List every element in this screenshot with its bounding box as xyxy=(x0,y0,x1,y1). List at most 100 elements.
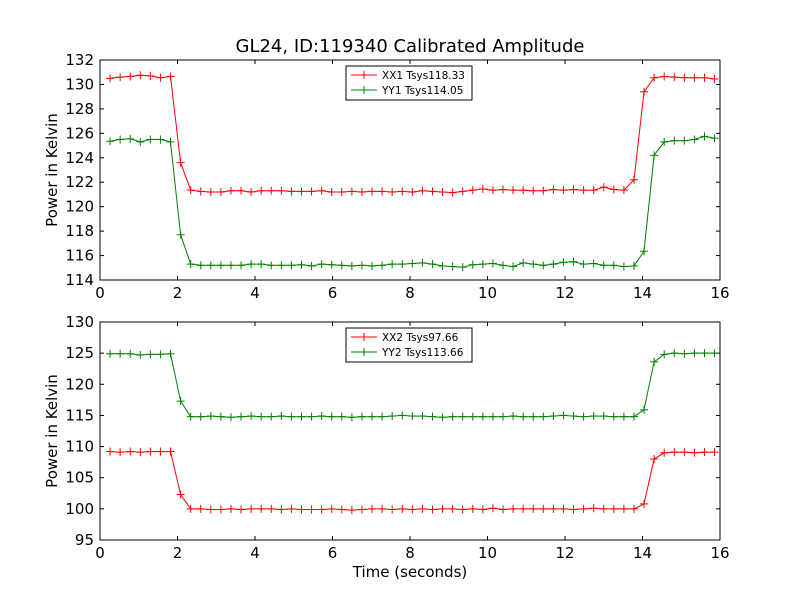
data-point xyxy=(297,412,306,421)
data-point xyxy=(206,188,215,196)
data-point xyxy=(448,188,457,197)
data-point xyxy=(418,186,427,195)
data-point xyxy=(579,186,588,195)
data-point xyxy=(176,397,185,406)
data-point xyxy=(418,504,427,513)
data-point xyxy=(307,505,316,514)
x-tick-label: 16 xyxy=(710,284,729,302)
chart-title: GL24, ID:119340 Calibrated Amplitude xyxy=(236,36,585,57)
y-tick-label: 124 xyxy=(65,149,94,167)
data-point xyxy=(640,247,649,256)
data-point xyxy=(569,412,578,421)
data-point xyxy=(549,185,558,194)
legend: XX1 Tsys118.33 YY1 Tsys114.05 xyxy=(345,65,473,101)
data-point xyxy=(418,412,427,421)
data-point xyxy=(156,73,165,82)
y-tick-label: 122 xyxy=(65,173,94,191)
data-point xyxy=(660,350,669,359)
y-tick-label: 125 xyxy=(65,344,94,362)
data-point xyxy=(126,72,135,81)
data-point xyxy=(589,259,598,268)
data-point xyxy=(196,412,205,421)
data-point xyxy=(176,230,185,239)
data-point xyxy=(609,504,618,513)
data-point xyxy=(680,448,689,457)
data-point xyxy=(247,188,256,196)
data-point xyxy=(640,87,649,96)
data-point xyxy=(599,261,608,270)
data-point xyxy=(559,411,568,420)
data-point xyxy=(126,447,135,456)
legend-swatch-marker xyxy=(360,71,368,79)
data-point xyxy=(650,73,659,82)
data-point xyxy=(629,412,638,421)
data-point xyxy=(257,260,266,269)
x-tick-label: 14 xyxy=(633,284,652,302)
data-point xyxy=(368,261,377,270)
data-point xyxy=(609,185,618,194)
data-point xyxy=(317,186,326,195)
data-point xyxy=(529,412,538,421)
data-point xyxy=(267,186,276,195)
data-point xyxy=(670,448,679,457)
data-point xyxy=(337,505,346,514)
data-point xyxy=(549,412,558,421)
data-point xyxy=(690,73,699,82)
y-axis-label: Power in Kelvin xyxy=(43,374,61,488)
data-point xyxy=(237,186,246,195)
data-point xyxy=(347,413,356,422)
x-axis-label: Time (seconds) xyxy=(352,563,468,581)
y-tick-label: 114 xyxy=(65,271,94,289)
data-point xyxy=(499,412,507,421)
legend-swatch-marker xyxy=(360,348,368,356)
data-point xyxy=(116,135,125,144)
data-point xyxy=(458,187,467,196)
data-point xyxy=(690,349,699,358)
data-point xyxy=(539,504,548,513)
data-point xyxy=(368,187,377,196)
data-point xyxy=(277,186,286,195)
data-point xyxy=(599,412,608,421)
x-tick-label: 12 xyxy=(555,284,574,302)
data-point xyxy=(307,412,316,421)
x-tick-label: 2 xyxy=(173,284,183,302)
data-point xyxy=(499,505,507,514)
data-point xyxy=(670,136,679,145)
data-point xyxy=(438,413,447,422)
data-point xyxy=(257,412,266,421)
data-point xyxy=(589,186,598,195)
data-point xyxy=(579,260,588,269)
y-tick-label: 110 xyxy=(65,438,94,456)
data-point xyxy=(146,447,155,456)
data-point xyxy=(499,261,507,270)
data-point xyxy=(488,186,497,195)
data-point xyxy=(166,72,175,81)
data-point xyxy=(569,505,578,514)
data-point xyxy=(106,137,115,146)
data-point xyxy=(519,258,528,267)
data-point xyxy=(539,186,548,195)
data-point xyxy=(106,74,115,83)
legend-box xyxy=(345,65,473,101)
data-point xyxy=(539,412,548,421)
data-point xyxy=(478,184,487,193)
y-tick-label: 115 xyxy=(65,406,94,424)
y-tick-label: 120 xyxy=(65,375,94,393)
data-point xyxy=(126,134,135,143)
legend-swatch-marker xyxy=(360,333,368,341)
data-point xyxy=(307,261,316,270)
data-point xyxy=(267,504,276,513)
data-point xyxy=(206,261,215,270)
data-point xyxy=(247,504,256,513)
data-point xyxy=(186,186,195,195)
data-point xyxy=(176,158,185,167)
data-point xyxy=(680,73,689,82)
data-point xyxy=(378,187,387,196)
data-point xyxy=(196,187,205,196)
data-point xyxy=(438,504,447,513)
data-point xyxy=(378,261,387,270)
data-point xyxy=(146,71,155,80)
data-point xyxy=(226,413,235,422)
legend-entry: YY1 Tsys114.05 xyxy=(381,85,463,97)
data-point xyxy=(629,504,638,513)
